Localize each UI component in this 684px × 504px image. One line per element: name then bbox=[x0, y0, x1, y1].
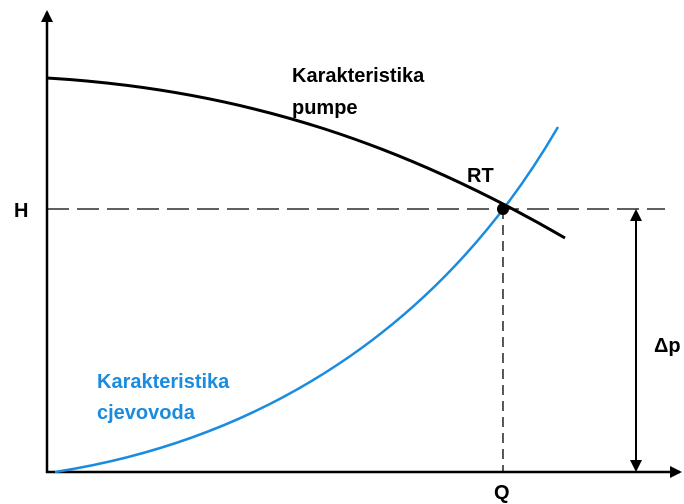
pump-label: pumpe bbox=[292, 97, 358, 119]
operating-point bbox=[497, 203, 509, 215]
pipe-label: cjevovoda bbox=[97, 402, 196, 424]
pump-label: Karakteristika bbox=[292, 65, 425, 87]
y-axis-label: H bbox=[14, 200, 28, 222]
delta-p-label: Δp bbox=[654, 335, 681, 357]
pipe-label: Karakteristika bbox=[97, 371, 230, 393]
operating-point-label: RT bbox=[467, 165, 494, 187]
x-axis-label: Q bbox=[494, 482, 510, 504]
pump-curve bbox=[46, 76, 566, 240]
